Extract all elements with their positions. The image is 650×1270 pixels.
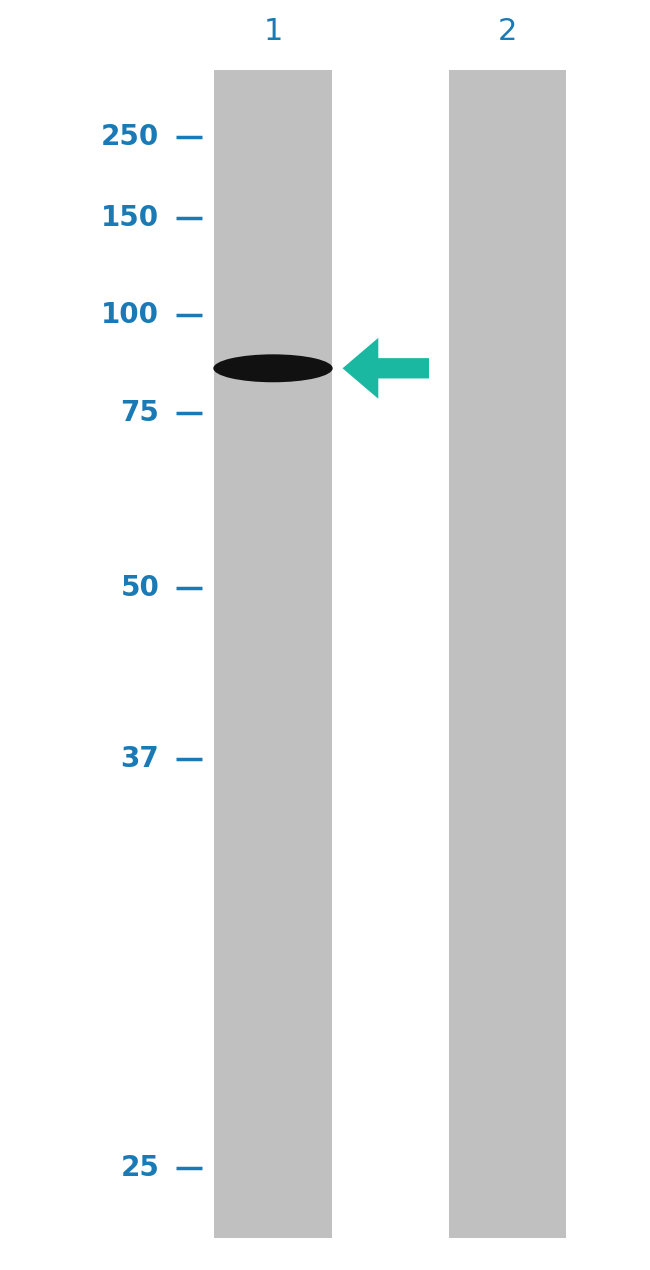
Ellipse shape xyxy=(213,354,333,382)
Text: 100: 100 xyxy=(101,301,159,329)
Text: 2: 2 xyxy=(497,18,517,46)
Text: 25: 25 xyxy=(120,1154,159,1182)
Polygon shape xyxy=(343,338,429,399)
Text: 37: 37 xyxy=(120,745,159,773)
Text: 150: 150 xyxy=(101,204,159,232)
Bar xyxy=(448,70,566,1238)
Text: 75: 75 xyxy=(120,399,159,427)
Text: 50: 50 xyxy=(120,574,159,602)
Text: 250: 250 xyxy=(101,123,159,151)
Text: 1: 1 xyxy=(263,18,283,46)
Bar xyxy=(214,70,332,1238)
